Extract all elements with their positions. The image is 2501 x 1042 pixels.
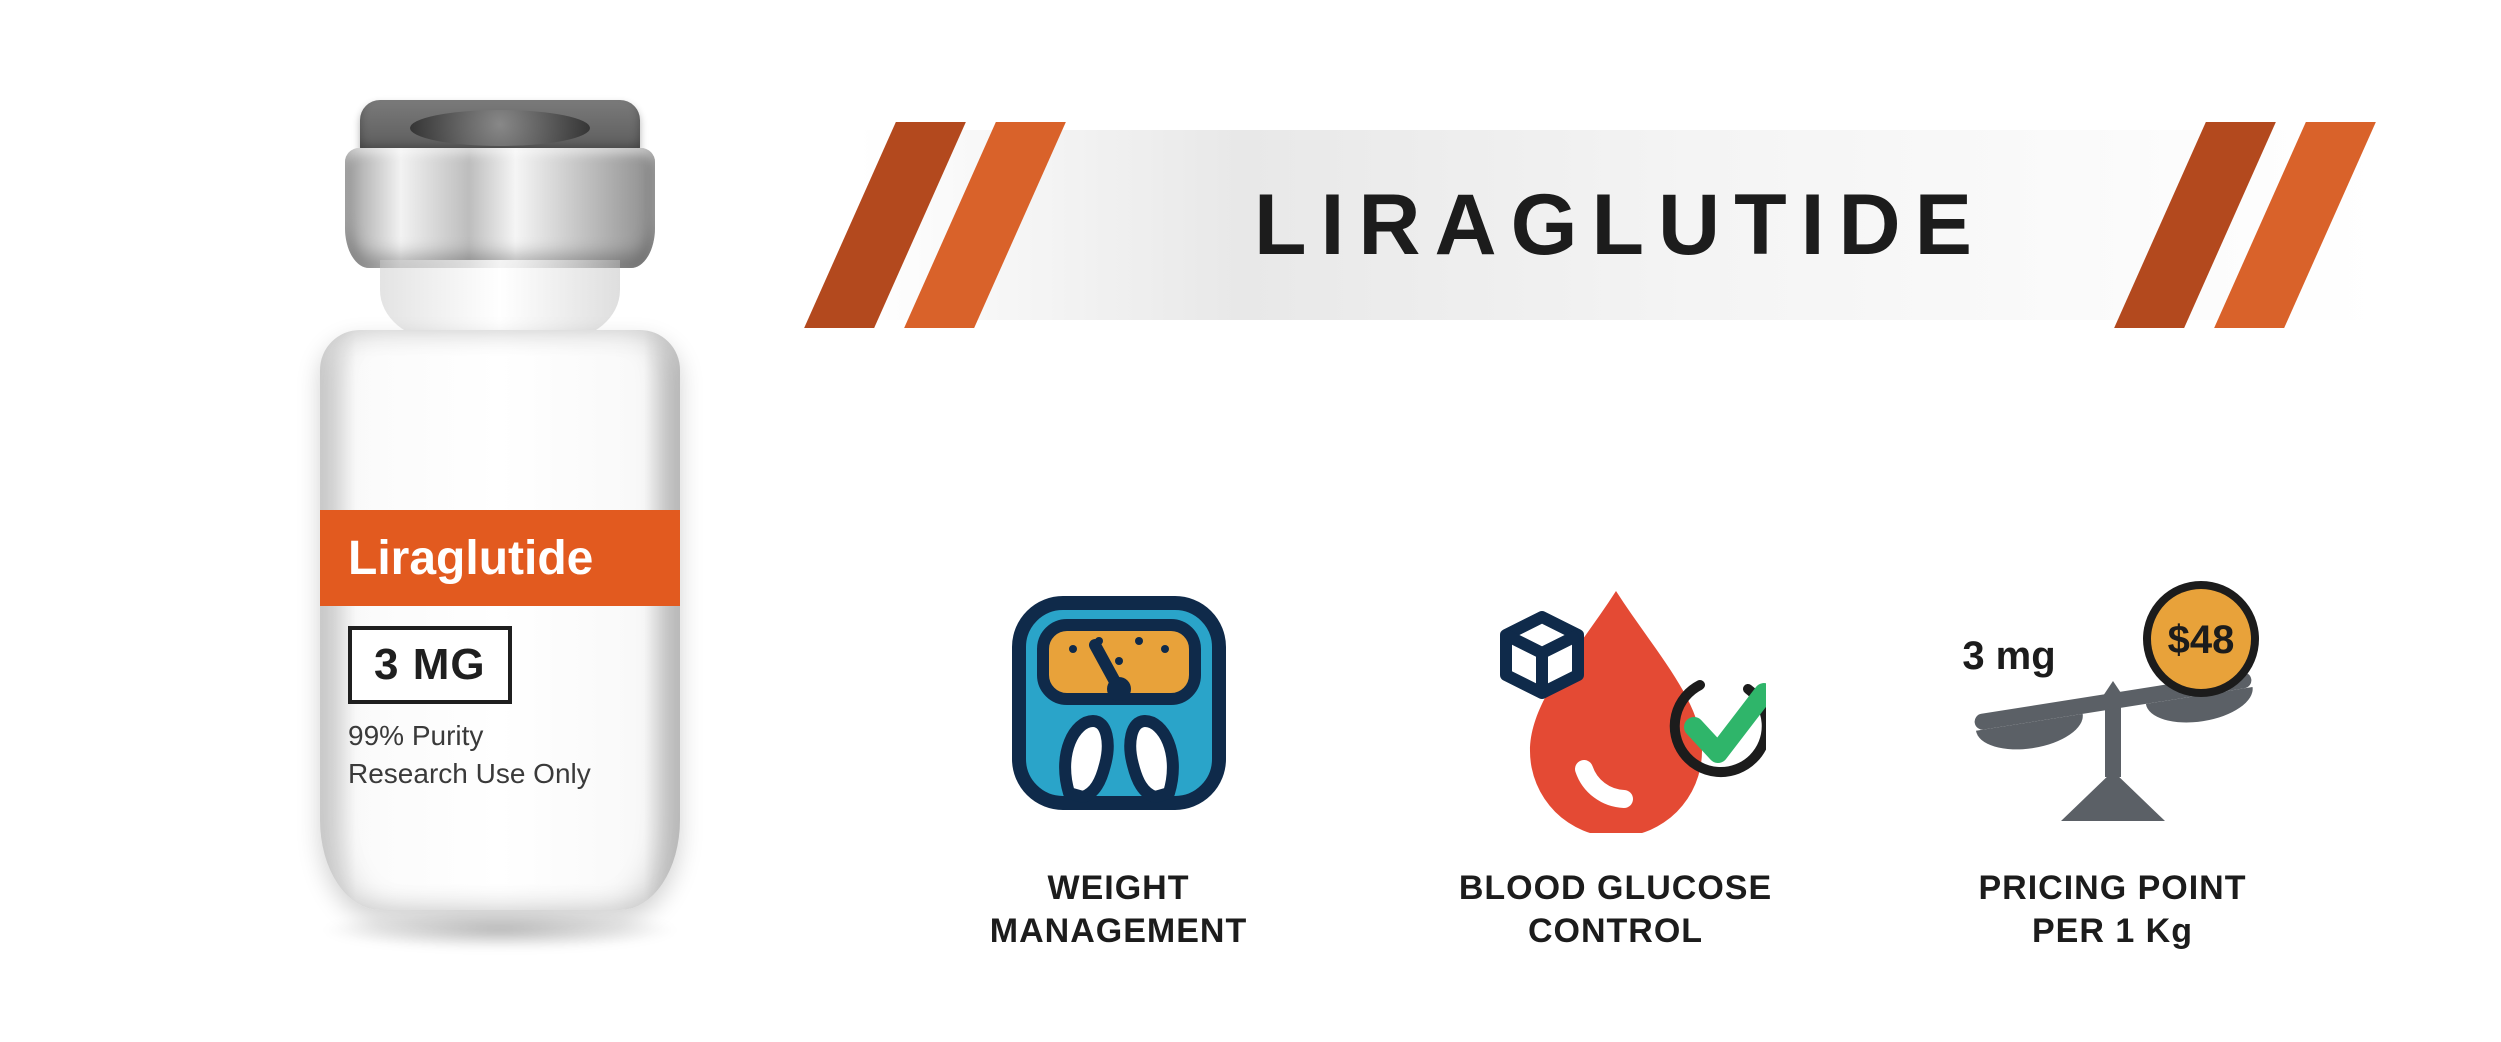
pricing-icon: 3 mg $48 — [1933, 573, 2293, 833]
pricing-mg-text: 3 mg — [1962, 634, 2055, 678]
vial-product-name: Liraglutide — [320, 510, 680, 606]
feature-pricing-label: PRICING POINT PER 1 Kg — [1978, 867, 2246, 952]
vial-crimp — [345, 148, 655, 268]
vial: Liraglutide 3 MG 99% Purity Research Use… — [290, 100, 710, 940]
vial-neck — [380, 260, 620, 340]
vial-usage: Research Use Only — [348, 758, 591, 790]
scale-icon — [999, 573, 1239, 833]
blood-glucose-icon — [1466, 573, 1766, 833]
feature-glucose-label: BLOOD GLUCOSE CONTROL — [1459, 867, 1772, 952]
vial-cap-top — [410, 110, 590, 146]
vial-dose: 3 MG — [348, 626, 512, 704]
feature-pricing: 3 mg $48 PRICING POINT PER 1 Kg — [1864, 470, 2361, 952]
title-banner: LIRAGLUTIDE — [860, 130, 2380, 320]
vial-shadow — [320, 910, 680, 950]
vial-purity: 99% Purity — [348, 720, 483, 752]
feature-weight-label: WEIGHT MANAGEMENT — [990, 867, 1247, 952]
feature-weight: WEIGHT MANAGEMENT — [870, 470, 1367, 952]
feature-glucose: BLOOD GLUCOSE CONTROL — [1367, 470, 1864, 952]
feature-row: WEIGHT MANAGEMENT BLOOD GLUCOSE CONTR — [870, 470, 2361, 952]
banner-slash-right — [2150, 130, 2390, 320]
vial-body: Liraglutide 3 MG 99% Purity Research Use… — [320, 330, 680, 910]
pricing-price-text: $48 — [2167, 618, 2234, 662]
